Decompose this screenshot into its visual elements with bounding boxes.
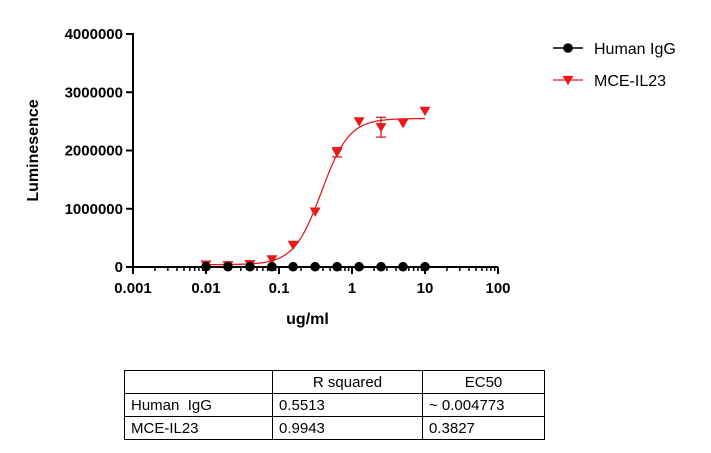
mce-il23-point [309,207,321,217]
mce-il23-point [375,123,387,133]
stats-header-blank [124,370,273,394]
x-tick-label: 0.001 [114,280,152,297]
x-tick-label: 0.1 [269,280,290,297]
human-igg-point [420,261,430,272]
mce-il23-fit-curve [205,117,426,266]
human-igg-point [288,261,298,272]
mce-il23-point [331,148,343,158]
stats-row-human-igg: Human IgG 0.5513 ~ 0.004773 [124,393,545,417]
human-igg-point [398,261,408,272]
x-tick-label: 1 [348,280,356,297]
legend-human-igg-label: Human IgG [594,41,676,58]
x-tick-label: 10 [417,280,434,297]
stats-row-mce-il23: MCE-IL23 0.9943 0.3827 [124,416,545,440]
legend-mce-il23-marker [562,75,574,86]
x-axis-title: ug/ml [286,311,329,328]
human-igg-point [201,261,211,272]
human-igg-point [223,261,233,272]
mce-il23-point [397,118,409,129]
stats-header-r-squared: R squared [272,370,423,394]
human-igg-point [267,261,277,272]
y-tick-label: 4000000 [65,26,123,43]
stats-cell-ec50: ~ 0.004773 [422,393,545,417]
y-axis-title: Luminesence [25,99,42,201]
stats-cell-r-squared: 0.9943 [272,416,423,440]
legend-human-igg-marker [563,43,573,53]
human-igg-point [332,261,342,272]
stats-cell-ec50: 0.3827 [422,416,545,440]
stats-header-row: R squared EC50 [124,370,545,394]
human-igg-point [376,261,386,272]
mce-il23-point [353,117,365,127]
stats-table: R squared EC50 Human IgG 0.5513 ~ 0.0047… [124,370,545,440]
stats-cell-name: Human IgG [124,393,273,417]
mce-il23-point [266,255,278,265]
stats-cell-r-squared: 0.5513 [272,393,423,417]
human-igg-point [310,261,320,272]
stats-cell-name: MCE-IL23 [124,416,273,440]
human-igg-point [245,261,255,272]
x-tick-label: 100 [485,280,510,297]
y-tick-label: 2000000 [65,143,123,160]
x-tick-label: 0.01 [191,280,220,297]
legend-mce-il23-label: MCE-IL23 [594,73,666,90]
stats-header-ec50: EC50 [422,370,545,394]
y-tick-label: 0 [115,259,123,276]
y-tick-label: 3000000 [65,84,123,101]
human-igg-point [354,261,364,272]
y-tick-label: 1000000 [65,201,123,218]
mce-il23-point [419,106,431,117]
mce-il23-point [287,240,299,251]
